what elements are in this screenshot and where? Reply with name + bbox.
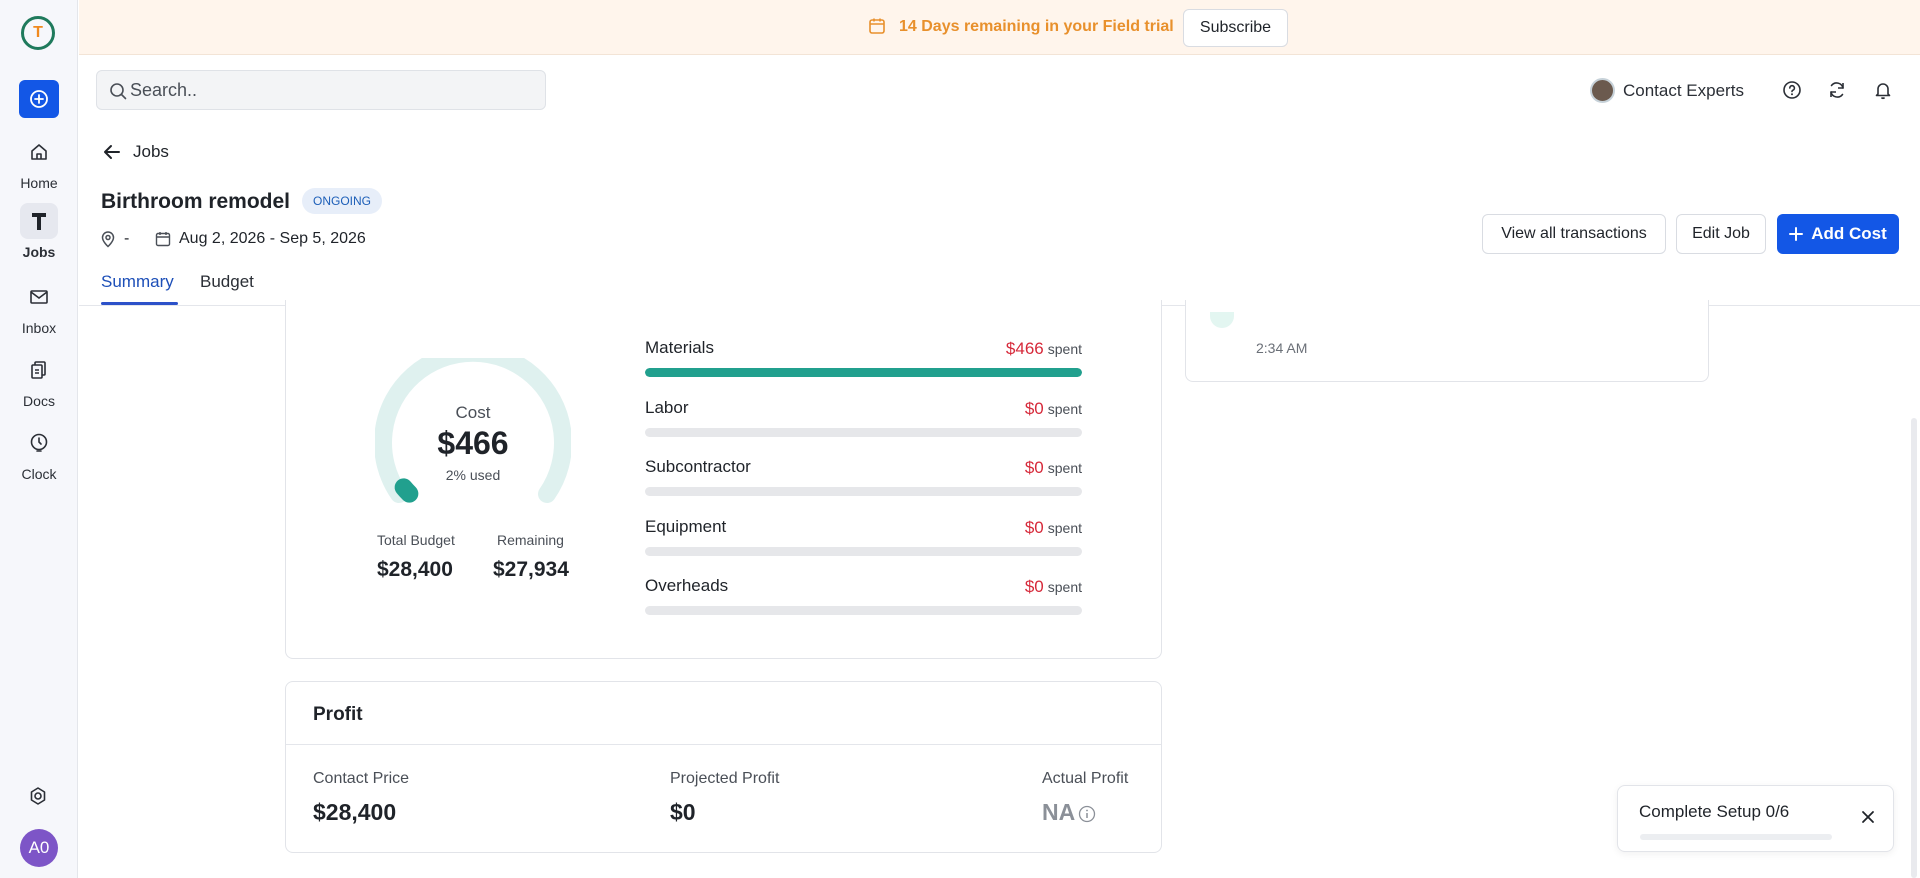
category-spent: $0 spent bbox=[1024, 399, 1082, 418]
location-pin-icon bbox=[101, 231, 115, 248]
edit-job-button[interactable]: Edit Job bbox=[1676, 214, 1766, 254]
cost-used-percent: 2% used bbox=[445, 467, 501, 483]
sidebar-item-home[interactable]: Home bbox=[0, 134, 78, 191]
app-logo[interactable]: T bbox=[21, 16, 55, 50]
tab-summary[interactable]: Summary bbox=[101, 272, 174, 291]
arrow-left-icon bbox=[104, 145, 120, 159]
category-name: Subcontractor bbox=[645, 457, 751, 476]
projected-profit-label: Projected Profit bbox=[670, 770, 780, 787]
jobs-icon bbox=[20, 203, 58, 239]
remaining-label: Remaining bbox=[497, 532, 564, 548]
category-progress-bar bbox=[645, 428, 1082, 437]
sidebar-item-label: Docs bbox=[23, 393, 55, 409]
active-tab-indicator bbox=[101, 302, 178, 305]
category-spent: $466 spent bbox=[1005, 339, 1082, 358]
profit-card: Profit Contact Price $28,400 Projected P… bbox=[285, 681, 1162, 853]
mail-icon bbox=[20, 279, 58, 315]
category-progress-bar bbox=[645, 606, 1082, 615]
view-all-transactions-button[interactable]: View all transactions bbox=[1482, 214, 1666, 254]
projected-profit-value: $0 bbox=[670, 799, 696, 825]
activity-icon bbox=[1210, 312, 1234, 328]
search-icon bbox=[110, 83, 127, 100]
tab-budget[interactable]: Budget bbox=[200, 272, 254, 291]
setup-progress-bar bbox=[1640, 834, 1832, 840]
search-box bbox=[96, 70, 546, 110]
activity-text-clipped bbox=[1257, 320, 1417, 323]
category-name: Labor bbox=[645, 398, 689, 417]
date-range: Aug 2, 2026 - Sep 5, 2026 bbox=[179, 230, 366, 247]
category-spent: $0 spent bbox=[1024, 458, 1082, 477]
category-name: Equipment bbox=[645, 517, 727, 536]
sidebar-item-jobs[interactable]: Jobs bbox=[0, 203, 78, 260]
cost-label: Cost bbox=[455, 403, 491, 422]
page-scrollbar[interactable] bbox=[1911, 418, 1917, 878]
help-icon[interactable] bbox=[1782, 80, 1802, 105]
back-to-jobs-link[interactable]: Jobs bbox=[102, 142, 169, 162]
cost-amount: $466 bbox=[437, 425, 509, 461]
cost-gauge bbox=[375, 358, 571, 503]
contract-price-label: Contact Price bbox=[313, 770, 410, 787]
trial-text: 14 Days remaining in your Field trial bbox=[899, 18, 1174, 35]
category-progress-bar bbox=[645, 547, 1082, 556]
category-progress-bar bbox=[645, 368, 1082, 377]
status-badge: ONGOING bbox=[302, 188, 383, 214]
docs-icon bbox=[20, 352, 58, 388]
profit-divider bbox=[286, 744, 1161, 745]
actual-profit-label: Actual Profit bbox=[1042, 770, 1129, 787]
sidebar-item-clock[interactable]: Clock bbox=[0, 425, 78, 482]
job-dates: Aug 2, 2026 - Sep 5, 2026 bbox=[155, 230, 366, 248]
setup-title: Complete Setup 0/6 bbox=[1639, 802, 1790, 821]
location-value: - bbox=[124, 230, 130, 247]
sidebar-item-label: Inbox bbox=[21, 320, 57, 336]
profit-title: Profit bbox=[313, 704, 363, 725]
remaining-value: $27,934 bbox=[493, 558, 569, 581]
activity-card: 2:34 AM bbox=[1185, 300, 1709, 382]
sidebar-item-label: Clock bbox=[21, 466, 57, 482]
info-icon[interactable] bbox=[1078, 805, 1096, 823]
sidebar-item-label: Home bbox=[20, 175, 58, 191]
category-spent: $0 spent bbox=[1024, 577, 1082, 596]
subscribe-button[interactable]: Subscribe bbox=[1183, 9, 1288, 47]
sidebar-item-inbox[interactable]: Inbox bbox=[0, 279, 78, 336]
calendar-icon bbox=[869, 18, 885, 34]
trial-banner: 14 Days remaining in your Field trial Su… bbox=[79, 0, 1920, 55]
page-title: Birthroom remodel bbox=[101, 190, 291, 213]
add-cost-button[interactable]: Add Cost bbox=[1777, 214, 1899, 254]
plus-icon bbox=[1789, 227, 1804, 241]
contact-experts-button[interactable]: Contact Experts bbox=[1590, 78, 1744, 103]
gauge-track bbox=[375, 358, 571, 503]
add-cost-label: Add Cost bbox=[1811, 224, 1887, 243]
category-name: Materials bbox=[645, 338, 714, 357]
sidebar-item-label: Jobs bbox=[22, 244, 56, 260]
bell-icon[interactable] bbox=[1873, 80, 1893, 105]
contract-price-value: $28,400 bbox=[313, 799, 397, 825]
category-progress-fill bbox=[645, 368, 1082, 377]
gauge-fill bbox=[394, 478, 419, 503]
gear-icon[interactable] bbox=[27, 785, 49, 812]
total-budget-value: $28,400 bbox=[377, 558, 453, 581]
complete-setup-panel[interactable]: Complete Setup 0/6 bbox=[1617, 785, 1894, 852]
sidebar: T Home Jobs Inbox Docs Clock A0 bbox=[0, 0, 78, 878]
home-icon bbox=[20, 134, 58, 170]
close-icon[interactable] bbox=[1861, 810, 1875, 824]
activity-time: 2:34 AM bbox=[1256, 340, 1308, 356]
total-budget-label: Total Budget bbox=[377, 532, 455, 548]
user-avatar[interactable]: A0 bbox=[20, 829, 58, 867]
job-location: - bbox=[100, 230, 129, 248]
refresh-icon[interactable] bbox=[1827, 80, 1847, 105]
contact-experts-label: Contact Experts bbox=[1623, 80, 1744, 100]
plus-circle-icon bbox=[30, 90, 48, 108]
sidebar-item-docs[interactable]: Docs bbox=[0, 352, 78, 409]
actual-profit-value: NA bbox=[1042, 799, 1076, 825]
clock-icon bbox=[20, 425, 58, 461]
category-progress-bar bbox=[645, 487, 1082, 496]
category-name: Overheads bbox=[645, 576, 729, 595]
back-label: Jobs bbox=[133, 142, 169, 161]
expert-avatar bbox=[1590, 78, 1615, 103]
calendar-icon bbox=[155, 232, 171, 247]
create-button[interactable] bbox=[19, 80, 59, 118]
search-input[interactable] bbox=[130, 71, 530, 109]
category-spent: $0 spent bbox=[1024, 518, 1082, 537]
